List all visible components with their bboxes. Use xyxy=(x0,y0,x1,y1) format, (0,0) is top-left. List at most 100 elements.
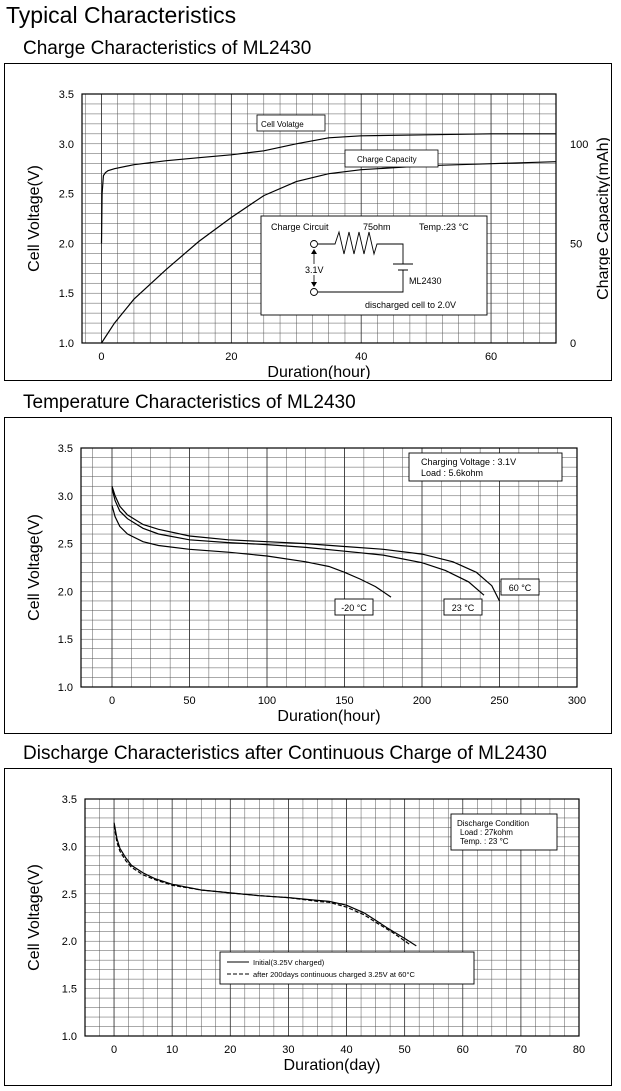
label-box-cell-voltage xyxy=(256,114,326,132)
y-tick-label: 3.5 xyxy=(59,89,74,101)
y-tick-label: 1.5 xyxy=(59,288,74,300)
plot-area xyxy=(81,93,557,344)
x-tick-label: 200 xyxy=(413,695,431,707)
x-tick-label: 0 xyxy=(109,695,115,707)
y-tick-label: 2.5 xyxy=(62,889,77,901)
y-tick-label: 2.0 xyxy=(59,238,74,250)
charge-characteristics-chart: 1.0 1.5 2.0 2.5 3.0 3.5 0 20 40 60 Duration(hour) C… xyxy=(26,89,612,381)
x-tick-label: 80 xyxy=(573,1044,585,1056)
circuit-return-wire xyxy=(318,270,404,293)
condition-line: Temp. : 23 °C xyxy=(460,837,509,846)
terminal-bottom xyxy=(310,288,318,296)
y-tick-label: 1.5 xyxy=(58,634,73,646)
y-tick-label: 1.0 xyxy=(59,338,74,350)
x-tick-label: 70 xyxy=(515,1044,527,1056)
x-tick-label: 300 xyxy=(568,695,586,707)
series-temp-1 xyxy=(111,488,485,596)
y2-tick-label: 50 xyxy=(570,238,582,250)
series-label-box xyxy=(334,598,374,616)
y-tick-label: 2.0 xyxy=(62,936,77,948)
y-tick-label: 2.0 xyxy=(58,586,73,598)
inset-circuit-title: Charge Circuit xyxy=(271,222,329,232)
plot-area xyxy=(80,447,578,688)
voltage-arrow-head-bottom xyxy=(311,282,317,287)
chart-frame-charge: 1.0 1.5 2.0 2.5 3.0 3.5 0 20 40 60 Duration(hour) C… xyxy=(4,63,612,381)
x-tick-label: 50 xyxy=(183,695,195,707)
voltage-label-bg xyxy=(304,264,324,275)
series-label-charge-capacity: Charge Capacity xyxy=(357,155,417,164)
x-tick-label: 40 xyxy=(355,351,367,363)
x-tick-label: 50 xyxy=(399,1044,411,1056)
x-tick-label: 20 xyxy=(224,1044,236,1056)
x-tick-label: 150 xyxy=(335,695,353,707)
x-tick-label: 0 xyxy=(111,1044,117,1056)
series-cell-voltage xyxy=(100,133,556,244)
y-tick-label: 1.5 xyxy=(62,984,77,996)
inset-resistor-label: 75ohm xyxy=(363,222,391,232)
x-axis-label: Duration(day) xyxy=(284,1057,381,1074)
plot-area xyxy=(84,798,580,1037)
legend-label: Initial(3.25V charged) xyxy=(253,958,325,967)
chart-frame-discharge: 1.0 1.5 2.0 2.5 3.0 3.5 0 10 20 30 40 50 60 70 80 Durat… xyxy=(4,768,612,1086)
inset-circuit-box xyxy=(260,215,488,316)
y2-tick-label: 100 xyxy=(570,139,588,151)
inset-temp-label: Temp.:23 °C xyxy=(419,222,469,232)
series-temp-0 xyxy=(111,505,392,598)
inset-note: discharged cell to 2.0V xyxy=(365,300,456,310)
x-tick-label: 20 xyxy=(225,351,237,363)
x-tick-label: 60 xyxy=(485,351,497,363)
voltage-arrow-head-top xyxy=(311,249,317,254)
y-tick-label: 3.0 xyxy=(58,491,73,503)
y-tick-label: 3.0 xyxy=(62,841,77,853)
series-label: 60 °C xyxy=(509,583,532,593)
y-axis-label: Cell Voltage(V) xyxy=(26,864,43,971)
y-tick-label: 1.0 xyxy=(58,682,73,694)
x-tick-label: 10 xyxy=(166,1044,178,1056)
chart-title-temperature: Temperature Characteristics of ML2430 xyxy=(23,392,356,413)
x-tick-label: 0 xyxy=(98,351,104,363)
x-tick-label: 100 xyxy=(258,695,276,707)
page-title: Typical Characteristics xyxy=(6,2,237,28)
series-label: 23 °C xyxy=(452,603,475,613)
series-legend-box xyxy=(219,951,475,985)
x-axis-label: Duration(hour) xyxy=(277,708,380,725)
chart-title-charge: Charge Characteristics of ML2430 xyxy=(23,38,312,59)
condition-line: Load : 27kohm xyxy=(460,828,513,837)
chart-title-discharge: Discharge Characteristics after Continuo… xyxy=(23,743,547,764)
series-discharge-1 xyxy=(113,825,411,946)
y2-axis-label: Charge Capacity(mAh) xyxy=(595,137,610,300)
inset-voltage-label: 3.1V xyxy=(305,265,324,275)
y-tick-label: 2.5 xyxy=(59,189,74,201)
series-label-box xyxy=(500,578,540,596)
series-label: -20 °C xyxy=(341,603,367,613)
legend-line: Charging Voltage : 3.1V xyxy=(421,457,516,467)
condition-box xyxy=(450,813,558,851)
y-tick-label: 2.5 xyxy=(58,539,73,551)
condition-line: Discharge Condition xyxy=(457,819,529,828)
x-tick-label: 30 xyxy=(282,1044,294,1056)
y2-tick-label: 0 xyxy=(570,338,576,350)
legend-line: Load : 5.6kohm xyxy=(421,468,483,478)
temperature-characteristics-chart: 1.0 1.5 2.0 2.5 3.0 3.5 0 50 100 150 200 250 300 Dura… xyxy=(26,443,586,725)
series-label-box xyxy=(443,598,483,616)
legend-box xyxy=(408,452,563,482)
y-tick-label: 3.0 xyxy=(59,139,74,151)
x-tick-label: 60 xyxy=(457,1044,469,1056)
label-box-charge-capacity xyxy=(344,149,439,168)
y-axis-label: Cell Voltage(V) xyxy=(26,514,43,621)
chart-frame-temperature: 1.0 1.5 2.0 2.5 3.0 3.5 0 50 100 150 200 250 300 Dura… xyxy=(4,417,612,734)
discharge-characteristics-chart: 1.0 1.5 2.0 2.5 3.0 3.5 0 10 20 30 40 50 60 70 80 Durat… xyxy=(26,794,585,1074)
circuit-resistor-wire xyxy=(318,230,404,264)
series-temp-2 xyxy=(111,486,501,602)
y-axis-label: Cell Voltage(V) xyxy=(26,165,43,272)
series-label-cell-voltage: Cell Volatge xyxy=(261,120,304,129)
y-tick-label: 3.5 xyxy=(62,794,77,806)
terminal-top xyxy=(310,240,318,248)
x-tick-label: 250 xyxy=(490,695,508,707)
inset-cell-label: ML2430 xyxy=(409,276,442,286)
x-tick-label: 40 xyxy=(340,1044,352,1056)
legend-label: after 200days continuous charged 3.25V a… xyxy=(253,970,415,979)
y-tick-label: 1.0 xyxy=(62,1031,77,1043)
x-axis-label: Duration(hour) xyxy=(267,364,370,379)
y-tick-label: 3.5 xyxy=(58,443,73,455)
